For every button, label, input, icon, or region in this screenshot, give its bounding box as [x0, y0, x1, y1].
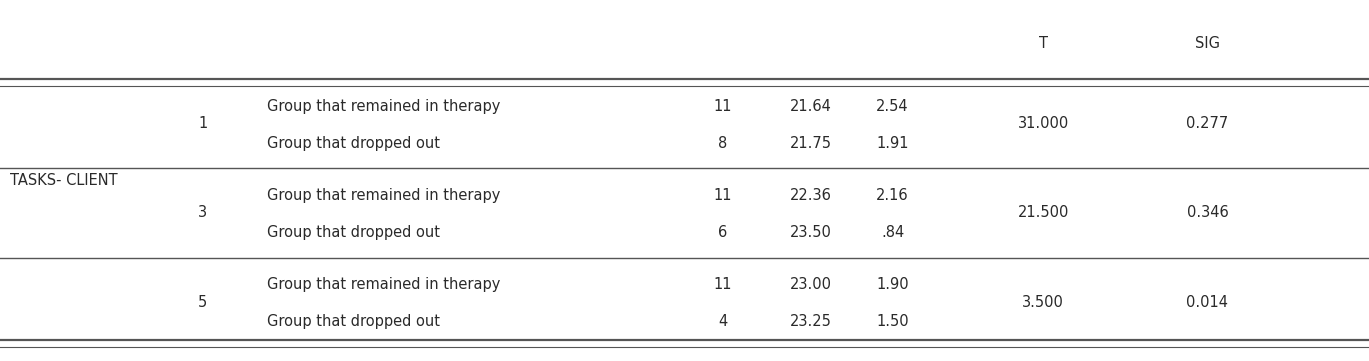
Text: .84: .84: [882, 225, 904, 240]
Text: Group that dropped out: Group that dropped out: [267, 314, 439, 329]
Text: 1.91: 1.91: [876, 136, 909, 151]
Text: 2.54: 2.54: [876, 99, 909, 114]
Text: 0.346: 0.346: [1187, 205, 1228, 221]
Text: SIG: SIG: [1195, 36, 1220, 51]
Text: 11: 11: [713, 277, 732, 292]
Text: 21.500: 21.500: [1017, 205, 1069, 221]
Text: 22.36: 22.36: [790, 188, 831, 203]
Text: 21.64: 21.64: [790, 99, 831, 114]
Text: 11: 11: [713, 188, 732, 203]
Text: 1.50: 1.50: [876, 314, 909, 329]
Text: TASKS- CLIENT: TASKS- CLIENT: [10, 173, 118, 188]
Text: Group that dropped out: Group that dropped out: [267, 136, 439, 151]
Text: 3: 3: [199, 205, 207, 221]
Text: 2.16: 2.16: [876, 188, 909, 203]
Text: 11: 11: [713, 99, 732, 114]
Text: T: T: [1039, 36, 1047, 51]
Text: 31.000: 31.000: [1017, 117, 1069, 131]
Text: 1: 1: [199, 117, 207, 131]
Text: Group that remained in therapy: Group that remained in therapy: [267, 188, 500, 203]
Text: 1.90: 1.90: [876, 277, 909, 292]
Text: Group that remained in therapy: Group that remained in therapy: [267, 99, 500, 114]
Text: 8: 8: [719, 136, 727, 151]
Text: 0.277: 0.277: [1187, 117, 1228, 131]
Text: 21.75: 21.75: [790, 136, 831, 151]
Text: 23.00: 23.00: [790, 277, 831, 292]
Text: 6: 6: [719, 225, 727, 240]
Text: Group that remained in therapy: Group that remained in therapy: [267, 277, 500, 292]
Text: 0.014: 0.014: [1187, 295, 1228, 309]
Text: 3.500: 3.500: [1023, 295, 1064, 309]
Text: 23.50: 23.50: [790, 225, 831, 240]
Text: Group that dropped out: Group that dropped out: [267, 225, 439, 240]
Text: 4: 4: [719, 314, 727, 329]
Text: 23.25: 23.25: [790, 314, 831, 329]
Text: 5: 5: [199, 295, 207, 309]
